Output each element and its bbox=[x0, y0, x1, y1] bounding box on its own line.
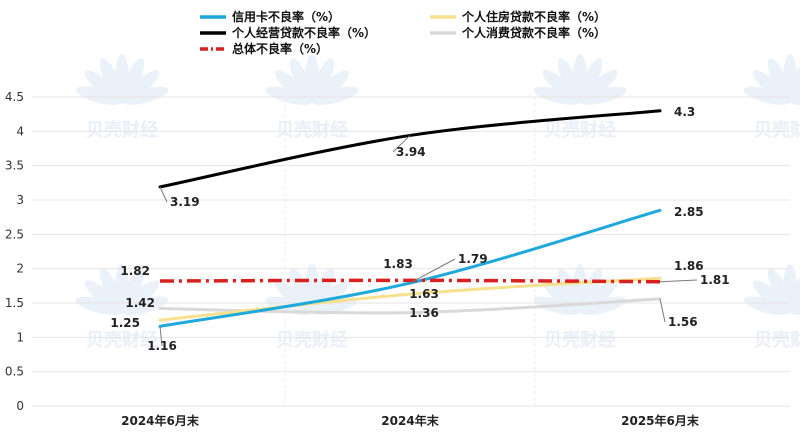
legend: 信用卡不良率（%） 个人住房贷款不良率（%） 个人经营贷款不良率（%） 个人消费贷款不… bbox=[200, 9, 606, 56]
data-label: 1.79 bbox=[458, 252, 488, 266]
y-tick-label: 1 bbox=[16, 330, 24, 344]
watermark-text: 贝壳财经 bbox=[754, 119, 800, 141]
y-tick-label: 4 bbox=[16, 124, 24, 138]
y-tick-label: 3 bbox=[16, 193, 24, 207]
legend-entry: 个人消费贷款不良率（%） bbox=[430, 25, 606, 40]
legend-entry: 总体不良率（%） bbox=[200, 41, 328, 56]
legend-entry: 个人经营贷款不良率（%） bbox=[200, 25, 376, 40]
data-label: 1.25 bbox=[110, 316, 140, 330]
data-label: 1.83 bbox=[383, 257, 413, 271]
data-label: 2.85 bbox=[674, 205, 704, 219]
series-line bbox=[160, 280, 660, 281]
data-label: 1.81 bbox=[700, 273, 730, 287]
x-tick-label: 2024年末 bbox=[381, 413, 439, 428]
x-axis-ticks: 2024年6月末 2024年末 2025年6月末 bbox=[121, 413, 700, 428]
legend-entry: 个人住房贷款不良率（%） bbox=[430, 9, 606, 24]
data-label: 1.36 bbox=[409, 306, 439, 320]
data-label: 1.82 bbox=[120, 264, 150, 278]
data-label: 3.94 bbox=[396, 145, 426, 159]
data-label: 1.56 bbox=[668, 315, 698, 329]
y-tick-label: 1.5 bbox=[5, 296, 24, 310]
data-label: 1.42 bbox=[125, 296, 155, 310]
watermark: 贝壳财经 bbox=[742, 264, 800, 351]
gridlines bbox=[32, 97, 790, 406]
data-label: 3.19 bbox=[170, 195, 200, 209]
legend-label: 信用卡不良率（%） bbox=[232, 9, 340, 24]
data-label: 1.63 bbox=[409, 287, 439, 301]
watermark-text: 贝壳财经 bbox=[544, 119, 616, 141]
legend-label: 总体不良率（%） bbox=[232, 41, 328, 56]
data-label: 1.16 bbox=[147, 339, 177, 353]
label-leader bbox=[660, 280, 697, 282]
y-tick-label: 2 bbox=[16, 262, 24, 276]
legend-label: 个人经营贷款不良率（%） bbox=[231, 25, 376, 40]
legend-entry: 信用卡不良率（%） bbox=[200, 9, 340, 24]
watermark-text: 贝壳财经 bbox=[276, 329, 348, 351]
x-tick-label: 2024年6月末 bbox=[121, 413, 200, 428]
y-tick-label: 0.5 bbox=[5, 365, 24, 379]
label-leader bbox=[660, 299, 665, 322]
watermark-text: 贝壳财经 bbox=[544, 329, 616, 351]
y-tick-label: 2.5 bbox=[5, 227, 24, 241]
y-axis-ticks: 0 0.5 1 1.5 2 2.5 3 3.5 4 4.5 bbox=[5, 90, 24, 413]
watermark-text: 贝壳财经 bbox=[86, 119, 158, 141]
y-tick-label: 4.5 bbox=[5, 90, 24, 104]
data-label: 4.3 bbox=[674, 105, 695, 119]
legend-label: 个人住房贷款不良率（%） bbox=[461, 9, 606, 24]
legend-label: 个人消费贷款不良率（%） bbox=[461, 25, 606, 40]
watermark-text: 贝壳财经 bbox=[276, 119, 348, 141]
watermark-text: 贝壳财经 bbox=[754, 329, 800, 351]
y-tick-label: 0 bbox=[16, 399, 24, 413]
data-label: 1.86 bbox=[674, 259, 704, 273]
x-tick-label: 2025年6月末 bbox=[621, 413, 700, 428]
y-tick-label: 3.5 bbox=[5, 159, 24, 173]
